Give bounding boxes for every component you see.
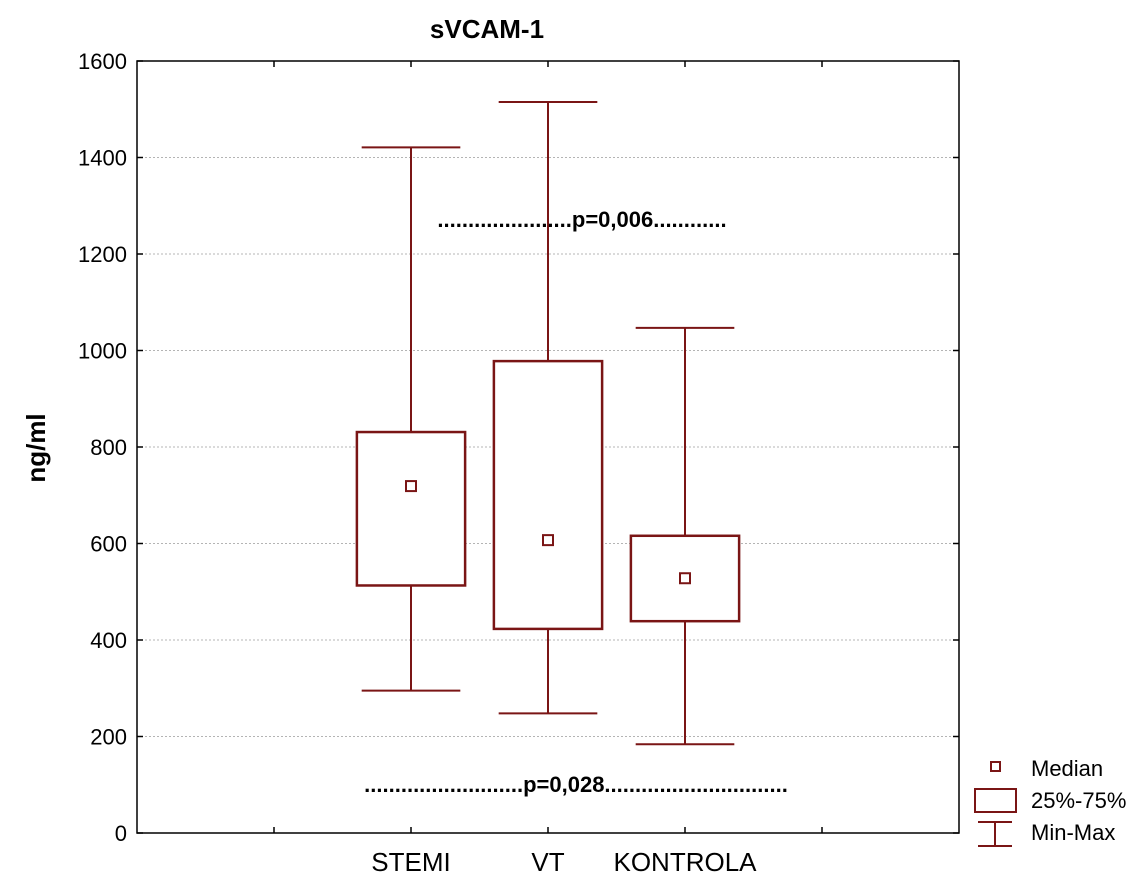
y-tick-label: 400 <box>90 628 127 653</box>
annotations: ......................p=0,006...........… <box>364 207 788 797</box>
x-category-label: KONTROLA <box>613 847 757 877</box>
y-axis-label: ng/ml <box>21 413 51 482</box>
y-tick-label: 1000 <box>78 339 127 364</box>
grid-lines <box>137 157 959 737</box>
iqr-box <box>355 430 467 587</box>
legend-box-label: 25%-75% <box>1031 788 1126 813</box>
y-tick-label: 0 <box>115 821 127 846</box>
y-axis-ticks: 0 200 400 600 800 1000 1200 1400 1600 <box>78 49 959 846</box>
y-tick-label: 1600 <box>78 49 127 74</box>
box-group <box>355 146 467 692</box>
box-group <box>629 326 741 746</box>
y-tick-label: 1400 <box>78 146 127 171</box>
x-category-label: STEMI <box>371 847 450 877</box>
legend-minmax-label: Min-Max <box>1031 820 1115 845</box>
legend-median-label: Median <box>1031 756 1103 781</box>
median-marker <box>679 572 691 585</box>
y-tick-label: 600 <box>90 532 127 557</box>
p-value-annotation: ..........................p=0,028.......… <box>364 772 788 797</box>
x-axis-ticks: STEMI VT KONTROLA <box>273 61 823 877</box>
y-tick-label: 1200 <box>78 242 127 267</box>
y-tick-label: 800 <box>90 435 127 460</box>
median-marker <box>405 480 417 493</box>
y-tick-label: 200 <box>90 725 127 750</box>
box-group <box>492 101 604 715</box>
median-marker <box>542 534 554 547</box>
iqr-box <box>492 359 604 631</box>
legend: Median 25%-75% Min-Max <box>974 756 1126 847</box>
legend-median-symbol <box>990 761 1001 772</box>
boxes <box>355 101 741 746</box>
x-category-label: VT <box>531 847 564 877</box>
p-value-annotation: ......................p=0,006...........… <box>437 207 726 232</box>
chart-title: sVCAM-1 <box>430 14 544 44</box>
legend-box-symbol <box>974 788 1017 813</box>
plot-frame <box>136 60 960 834</box>
